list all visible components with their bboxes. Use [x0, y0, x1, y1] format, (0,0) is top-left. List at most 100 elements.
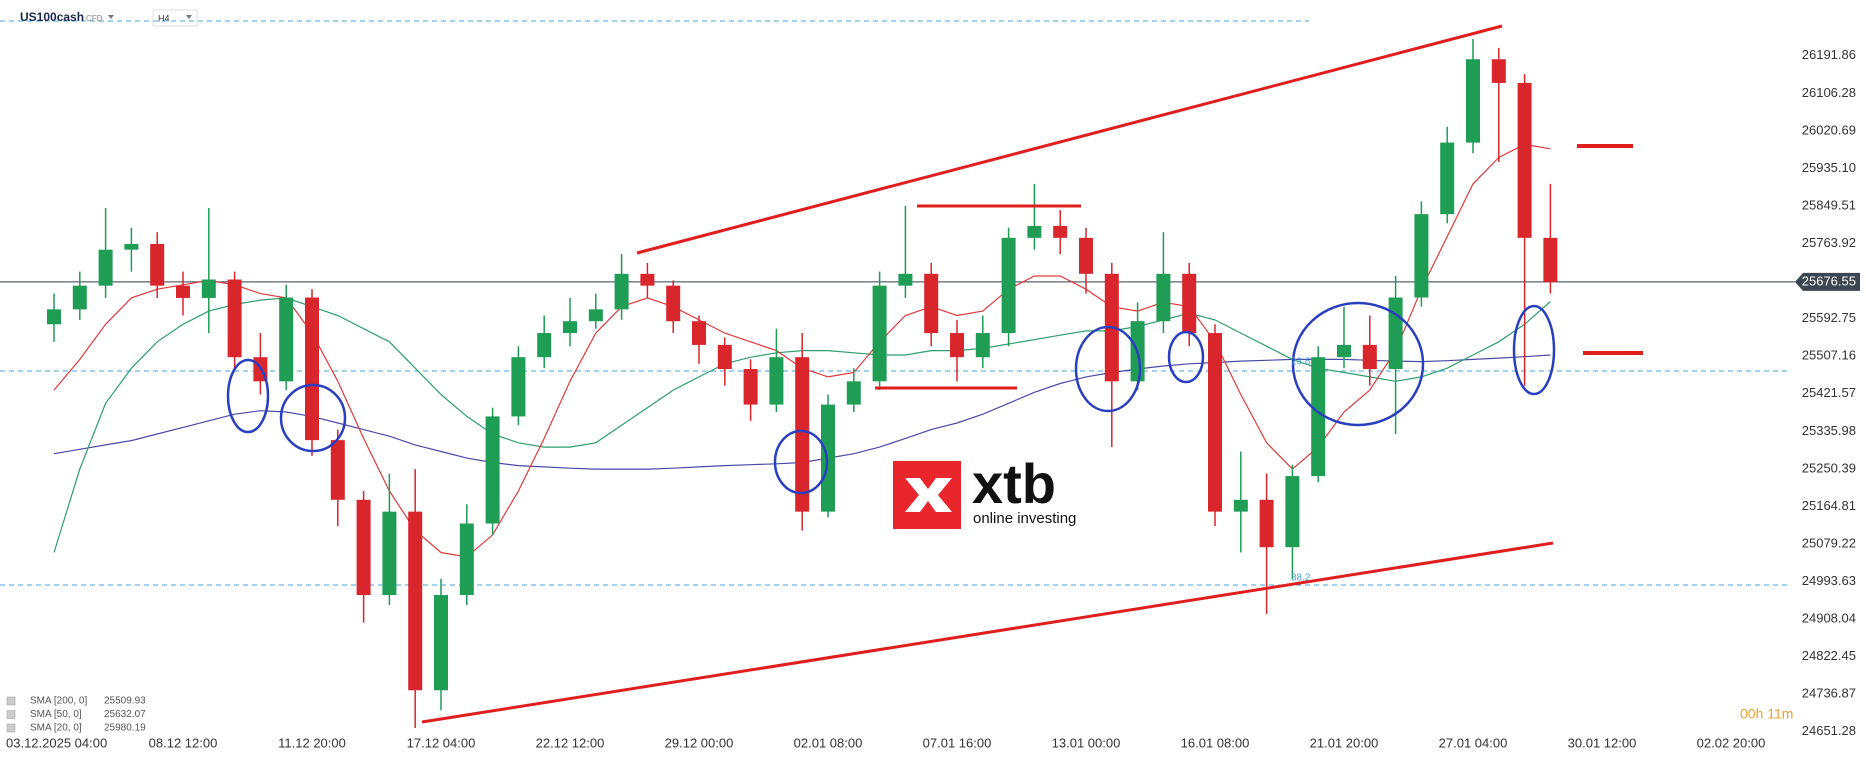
candle-body	[1053, 225, 1068, 238]
axes: 26191.86 26106.28 26020.69 25935.10 25849.51…	[6, 47, 1860, 750]
candle-body	[459, 523, 474, 596]
price-label: 25676.55	[1802, 273, 1856, 288]
candle-body	[98, 249, 113, 286]
candle-body	[717, 344, 732, 370]
candle-body	[1208, 333, 1222, 512]
highlight-ellipse	[1074, 325, 1142, 413]
x-tick-label: 02.02 20:00	[1697, 735, 1766, 750]
x-tick-label: 27.01 04:00	[1439, 735, 1508, 750]
candle-body	[1414, 214, 1429, 298]
candle-body	[1156, 273, 1171, 322]
candle-body	[124, 243, 139, 250]
candle-body	[1466, 59, 1480, 143]
legend-icon	[6, 710, 16, 719]
candle-body	[872, 285, 887, 382]
legend-icon	[6, 723, 16, 733]
candle-body	[563, 321, 577, 334]
x-tick-label: 17.12 04:00	[407, 735, 476, 750]
drawings: 23.6 38.2	[226, 24, 1643, 724]
y-tick-label: 25250.39	[1802, 460, 1856, 475]
candle-body	[588, 309, 603, 322]
x-tick-label: 16.01 08:00	[1181, 735, 1250, 750]
legend-value: 25632.07	[104, 709, 146, 720]
legend: SMA [200, 0] 25509.93 SMA [50, 0] 25632.07 S…	[6, 696, 146, 734]
x-tick-label: 13.01 00:00	[1052, 735, 1121, 750]
x-tick-label: 22.12 12:00	[536, 735, 605, 750]
candle-body	[72, 285, 87, 310]
candle-body	[176, 285, 190, 298]
candle-body	[795, 357, 810, 512]
y-tick-label: 24908.04	[1802, 611, 1856, 626]
watermark: xtb online investing	[893, 452, 1076, 529]
candle-body	[743, 369, 758, 405]
highlight-ellipse	[279, 383, 347, 453]
levels	[0, 20, 1790, 586]
candle-body	[537, 333, 552, 358]
candle-body	[666, 285, 681, 322]
highlight-ellipse	[226, 358, 270, 434]
y-tick-label: 24993.63	[1802, 573, 1856, 588]
candle-body	[485, 416, 500, 524]
candle-body	[1027, 225, 1042, 238]
candle-body	[1337, 344, 1351, 358]
x-tick-label: 02.01 08:00	[794, 735, 863, 750]
x-tick-label: 03.12.2025 04:00	[6, 735, 107, 750]
candle-body	[434, 595, 448, 691]
candle-body	[846, 381, 861, 405]
candle-body	[511, 357, 526, 417]
y-tick-label: 26020.69	[1802, 122, 1856, 137]
candle-body	[692, 321, 706, 345]
x-tick-label: 11.12 20:00	[278, 735, 346, 750]
y-tick-label: 25849.51	[1802, 197, 1856, 212]
trend-line	[421, 541, 1554, 724]
trend-line	[636, 24, 1503, 255]
legend-name: SMA [50, 0]	[30, 709, 82, 720]
candle-body	[227, 279, 242, 358]
legend-name: SMA [20, 0]	[30, 723, 82, 734]
y-tick-label: 24736.87	[1802, 686, 1856, 701]
candle-body	[1517, 82, 1532, 238]
symbol[interactable]: US100cash	[20, 10, 84, 24]
fib-label: 23.6	[1291, 357, 1311, 368]
candle-body	[47, 309, 61, 325]
header: US100cash CFD H4	[20, 9, 198, 27]
timeframe[interactable]: H4	[158, 13, 170, 23]
legend-value: 25980.19	[104, 723, 146, 734]
candle-body	[356, 499, 371, 596]
logo-x	[905, 478, 952, 512]
candle-body	[1285, 476, 1300, 548]
x-tick-label: 21.01 20:00	[1310, 735, 1379, 750]
candle-body	[330, 440, 345, 500]
y-tick-label: 25079.22	[1802, 535, 1856, 550]
candle-body	[201, 279, 216, 298]
dropdown-arrow[interactable]	[108, 15, 114, 19]
x-tick-label: 30.01 12:00	[1568, 735, 1637, 750]
highlight-ellipse	[773, 429, 829, 495]
y-tick-label: 25592.75	[1802, 310, 1856, 325]
y-tick-label: 26106.28	[1802, 85, 1856, 100]
y-tick-label: 25763.92	[1802, 235, 1856, 250]
x-tick-label: 08.12 12:00	[149, 735, 218, 750]
tagline: online investing	[973, 510, 1076, 527]
candle-body	[408, 511, 423, 691]
timeframe-box[interactable]	[152, 9, 198, 27]
candle-body	[640, 273, 655, 286]
x-tick-label: 29.12 00:00	[665, 735, 734, 750]
candle-body	[950, 333, 964, 358]
price-badge	[1795, 272, 1860, 291]
candle-body	[1079, 237, 1093, 274]
fib-label: 38.2	[1291, 573, 1311, 584]
candle-body	[1440, 142, 1455, 215]
plot	[0, 39, 1795, 728]
legend-icon	[6, 696, 16, 706]
candle-body	[1543, 237, 1558, 283]
x-tick-label: 07.01 16:00	[923, 735, 992, 750]
y-tick-label: 25935.10	[1802, 160, 1856, 175]
dropdown-arrow[interactable]	[186, 15, 192, 19]
y-tick-label: 25164.81	[1802, 498, 1856, 513]
candle-body	[1182, 273, 1197, 334]
candle-body	[1311, 357, 1326, 477]
candle-body	[1491, 59, 1506, 83]
candle-body	[769, 357, 784, 405]
candle-body	[279, 297, 294, 382]
